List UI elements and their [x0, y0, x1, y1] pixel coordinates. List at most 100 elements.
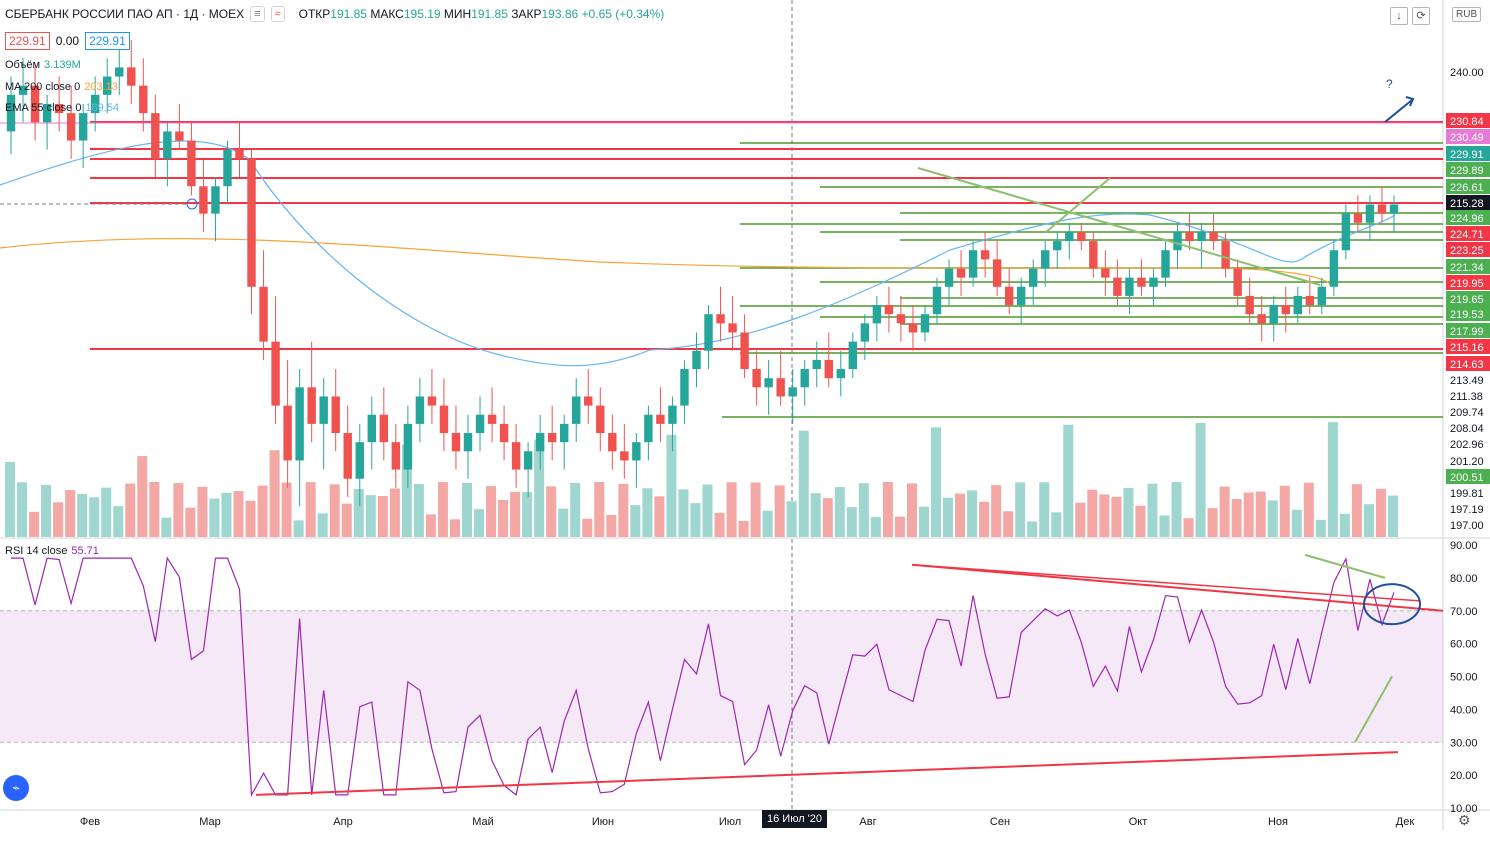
- candle-body: [788, 387, 797, 397]
- candle-body: [644, 414, 653, 443]
- volume-bar: [185, 507, 196, 537]
- candle-body: [379, 414, 389, 443]
- time-axis-label: Сен: [990, 816, 1010, 828]
- candle-body: [90, 94, 100, 114]
- candle-body: [259, 286, 268, 342]
- candle-body: [1293, 295, 1302, 315]
- candle-body: [1065, 231, 1074, 242]
- price-tick-label: 230.84: [1450, 116, 1484, 128]
- volume-bar: [5, 462, 16, 537]
- candle-body: [764, 378, 773, 388]
- down-icon[interactable]: ↓: [1390, 7, 1408, 25]
- candle-body: [30, 85, 40, 123]
- candle-body: [415, 396, 425, 424]
- rsi-trend-line: [255, 751, 1399, 796]
- volume-bar: [233, 491, 244, 537]
- volume-bar: [1099, 494, 1110, 537]
- volume-bar: [894, 516, 905, 537]
- volume-bar: [630, 505, 641, 537]
- trend-line: [917, 167, 1321, 286]
- price-tick-label: 201.20: [1450, 456, 1484, 468]
- volume-bar: [1267, 500, 1278, 537]
- candle-body: [559, 423, 569, 443]
- price-tick-label: 199.81: [1450, 488, 1484, 500]
- symbol-title[interactable]: СБЕРБАНК РОССИИ ПАО АП · 1Д · MOEX: [5, 7, 245, 21]
- time-axis-label: Дек: [1396, 816, 1415, 828]
- volume-bar: [449, 519, 460, 537]
- volume-bar: [654, 496, 665, 537]
- price-label-bg: [1446, 210, 1490, 225]
- candle-body: [860, 323, 870, 342]
- rsi-tick-label: 50.00: [1450, 672, 1478, 684]
- volume-bar: [690, 503, 701, 537]
- candle-body: [1197, 231, 1206, 242]
- candle-body: [535, 433, 545, 452]
- candle-body: [1281, 305, 1290, 315]
- candle-body: [1101, 268, 1110, 278]
- candle-body: [1317, 286, 1327, 306]
- rsi-tick-label: 10.00: [1450, 803, 1478, 815]
- volume-bar: [221, 492, 232, 537]
- candle-body: [1089, 241, 1098, 269]
- price-tick-label: 230.49: [1450, 132, 1484, 144]
- ma200-legend[interactable]: MA 200 close 0 203.13: [5, 81, 118, 93]
- price-tick-label: 219.53: [1450, 309, 1484, 321]
- bid-price[interactable]: 229.91: [5, 32, 50, 50]
- volume-bar: [786, 501, 797, 537]
- candle-body: [596, 405, 605, 434]
- volume-bar: [245, 500, 256, 537]
- candle-body: [1185, 231, 1194, 242]
- price-label-bg: [1446, 259, 1490, 274]
- rsi-legend[interactable]: RSI 14 close 55.71: [5, 545, 99, 557]
- volume-bar: [918, 506, 929, 537]
- volume-bar: [762, 510, 773, 537]
- volume-bar: [173, 483, 184, 537]
- volume-bar: [209, 498, 220, 537]
- volume-bar: [1363, 504, 1374, 537]
- candle-body: [199, 186, 208, 214]
- volume-bar: [798, 430, 809, 537]
- wave-icon[interactable]: ≈: [270, 6, 285, 22]
- price-tick-label: 223.25: [1450, 245, 1484, 257]
- volume-bar: [678, 489, 689, 537]
- candle-body: [932, 286, 942, 315]
- price-label-bg: [1446, 146, 1490, 161]
- compare-icon[interactable]: ≡: [250, 6, 265, 22]
- candle-body: [42, 103, 52, 123]
- volume-bar: [1207, 508, 1218, 537]
- time-axis-label: Май: [472, 816, 494, 828]
- price-label-bg: [1446, 195, 1490, 210]
- volume-bar: [65, 490, 76, 537]
- tradingview-logo-icon[interactable]: ⌁: [3, 775, 29, 801]
- candle-body: [139, 85, 148, 114]
- volume-bar: [341, 503, 352, 537]
- volume-bar: [1147, 483, 1158, 537]
- ask-price[interactable]: 229.91: [85, 32, 130, 50]
- volume-bar: [1027, 521, 1038, 537]
- volume-bar: [618, 483, 629, 537]
- price-label-bg: [1446, 113, 1490, 128]
- candle-body: [18, 85, 28, 95]
- price-label-bg: [1446, 469, 1490, 484]
- settings-icon[interactable]: ⚙: [1458, 812, 1471, 828]
- volume-bar: [1171, 482, 1182, 537]
- ema55-legend[interactable]: EMA 55 close 0 189.54: [5, 102, 120, 114]
- candle-body: [608, 433, 617, 452]
- volume-bar: [834, 487, 845, 537]
- volume-bar: [1375, 488, 1386, 537]
- volume-legend[interactable]: Объём 3.139M: [5, 59, 81, 71]
- currency-badge[interactable]: RUB: [1452, 7, 1482, 22]
- candle-body: [1233, 268, 1242, 296]
- volume-bar: [1291, 509, 1302, 537]
- volume-bar: [979, 501, 990, 537]
- candle-body: [632, 442, 641, 461]
- candle-body: [331, 396, 340, 434]
- candle-body: [908, 323, 918, 333]
- candle-body: [211, 186, 220, 214]
- refresh-icon[interactable]: ⟳: [1412, 7, 1430, 25]
- price-tick-label: 202.96: [1450, 439, 1484, 451]
- rsi-tick-label: 80.00: [1450, 573, 1478, 585]
- time-axis-label: Апр: [333, 816, 352, 828]
- candle-body: [920, 314, 930, 333]
